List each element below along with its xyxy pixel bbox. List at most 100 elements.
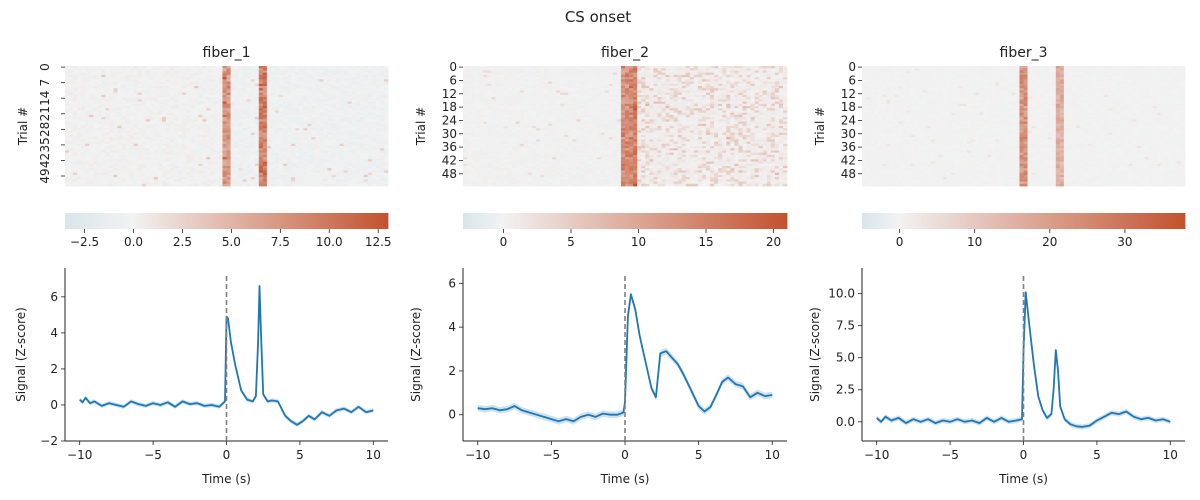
heatmap-cell bbox=[206, 183, 211, 187]
colorbar-segment bbox=[199, 213, 203, 229]
heatmap-cell bbox=[85, 68, 90, 71]
heatmap-cell bbox=[303, 97, 308, 100]
heatmap-cell bbox=[375, 139, 381, 142]
heatmap-cell bbox=[266, 86, 272, 89]
heatmap-cell bbox=[351, 183, 357, 187]
heatmap-cell bbox=[85, 94, 90, 98]
heatmap-cell bbox=[331, 150, 336, 154]
heatmap-cell bbox=[363, 86, 369, 89]
heatmap-cell bbox=[218, 66, 223, 69]
heatmap-cell bbox=[137, 99, 143, 102]
heatmap-cell bbox=[262, 101, 268, 105]
heatmap-cell bbox=[121, 99, 126, 102]
heatmap-cell bbox=[69, 94, 74, 98]
heatmap-cell bbox=[117, 170, 122, 174]
heatmap-cell bbox=[174, 103, 179, 107]
heatmap-cell bbox=[69, 88, 74, 91]
heatmap-cell bbox=[359, 88, 365, 91]
heatmap-cell bbox=[657, 70, 662, 74]
colorbar-segment bbox=[89, 213, 93, 229]
heatmap-cell bbox=[133, 170, 139, 174]
heatmap-cell bbox=[266, 77, 272, 80]
heatmap-cell bbox=[311, 139, 316, 142]
heatmap-cell bbox=[206, 90, 211, 94]
colorbar-segment bbox=[248, 213, 252, 229]
colorbar-segment bbox=[124, 213, 128, 229]
heatmap-cell bbox=[85, 74, 90, 78]
heatmap-cell bbox=[339, 83, 344, 87]
heatmap-cell bbox=[355, 94, 361, 98]
heatmap-cell bbox=[242, 81, 248, 85]
heatmap-cell bbox=[323, 74, 328, 78]
heatmap-cell bbox=[202, 70, 207, 74]
heatmap-cell bbox=[157, 103, 163, 107]
heatmap-cell bbox=[491, 70, 496, 74]
heatmap-cell bbox=[129, 103, 135, 107]
heatmap-cell bbox=[206, 88, 211, 91]
colorbar-segment bbox=[293, 213, 297, 229]
heatmap-cell bbox=[101, 179, 106, 182]
heatmap-cell bbox=[121, 77, 126, 80]
heatmap-cell bbox=[367, 88, 373, 91]
heatmap-cell bbox=[69, 130, 74, 134]
heatmap-cell bbox=[226, 70, 231, 74]
heatmap-cell bbox=[287, 66, 292, 69]
heatmap-cell bbox=[641, 70, 646, 74]
heatmap-cell bbox=[178, 68, 183, 71]
heatmap-cell bbox=[69, 77, 74, 80]
heatmap-cell bbox=[238, 139, 244, 142]
heatmap-cell bbox=[258, 90, 264, 94]
heatmap-cell bbox=[113, 130, 118, 134]
heatmap-cell bbox=[351, 119, 357, 122]
heatmap-cell bbox=[133, 79, 139, 82]
heatmap-cell bbox=[315, 83, 320, 87]
heatmap-cell bbox=[283, 97, 288, 100]
heatmap-cell bbox=[178, 101, 183, 105]
heatmap-cell bbox=[359, 170, 365, 174]
colorbar-segment bbox=[358, 213, 362, 229]
heatmap-cell bbox=[141, 88, 147, 91]
heatmap-cell bbox=[375, 170, 381, 174]
heatmap-cell bbox=[315, 81, 320, 85]
heatmap-cell bbox=[174, 92, 179, 96]
heatmap-cell bbox=[311, 130, 316, 134]
heatmap-cell bbox=[266, 99, 272, 102]
heatmap-cell bbox=[153, 79, 159, 82]
colorbar-segment bbox=[285, 213, 289, 229]
heatmap-cell bbox=[125, 81, 130, 85]
heatmap-cell bbox=[612, 79, 618, 82]
heatmap-cell bbox=[161, 72, 167, 76]
heatmap-cell bbox=[145, 66, 151, 69]
heatmap-cell bbox=[375, 150, 381, 154]
heatmap-cell bbox=[262, 170, 268, 174]
heatmap-cell bbox=[383, 90, 389, 94]
heatmap-cell bbox=[535, 70, 541, 74]
heatmap-cell bbox=[153, 97, 159, 100]
heatmap-cell bbox=[145, 130, 151, 134]
heatmap-cell bbox=[519, 79, 525, 82]
heatmap-cell bbox=[101, 92, 106, 96]
heatmap-cell bbox=[311, 66, 316, 69]
heatmap-cell bbox=[291, 79, 296, 82]
heatmap-cell bbox=[270, 66, 276, 69]
colorbar-segment bbox=[382, 213, 386, 229]
heatmap-cell bbox=[234, 79, 240, 82]
heatmap-cell bbox=[343, 99, 349, 102]
heatmap-cell bbox=[359, 119, 365, 122]
heatmap-cell bbox=[161, 92, 167, 96]
heatmap-cell bbox=[226, 92, 231, 96]
heatmap-cell bbox=[182, 79, 187, 82]
heatmap-cell bbox=[351, 150, 357, 154]
heatmap-cell bbox=[182, 103, 187, 107]
heatmap-cell bbox=[186, 79, 191, 82]
heatmap-cell bbox=[295, 183, 300, 187]
heatmap-cell bbox=[303, 139, 308, 142]
heatmap-cell bbox=[186, 150, 191, 154]
heatmap-cell bbox=[331, 170, 336, 174]
heatmap-cell bbox=[186, 94, 191, 98]
heatmap-cell bbox=[254, 139, 260, 142]
heatmap-cell bbox=[580, 70, 585, 74]
heatmap-cell bbox=[262, 94, 268, 98]
heatmap-cell bbox=[157, 66, 163, 69]
heatmap-cell bbox=[274, 74, 280, 78]
